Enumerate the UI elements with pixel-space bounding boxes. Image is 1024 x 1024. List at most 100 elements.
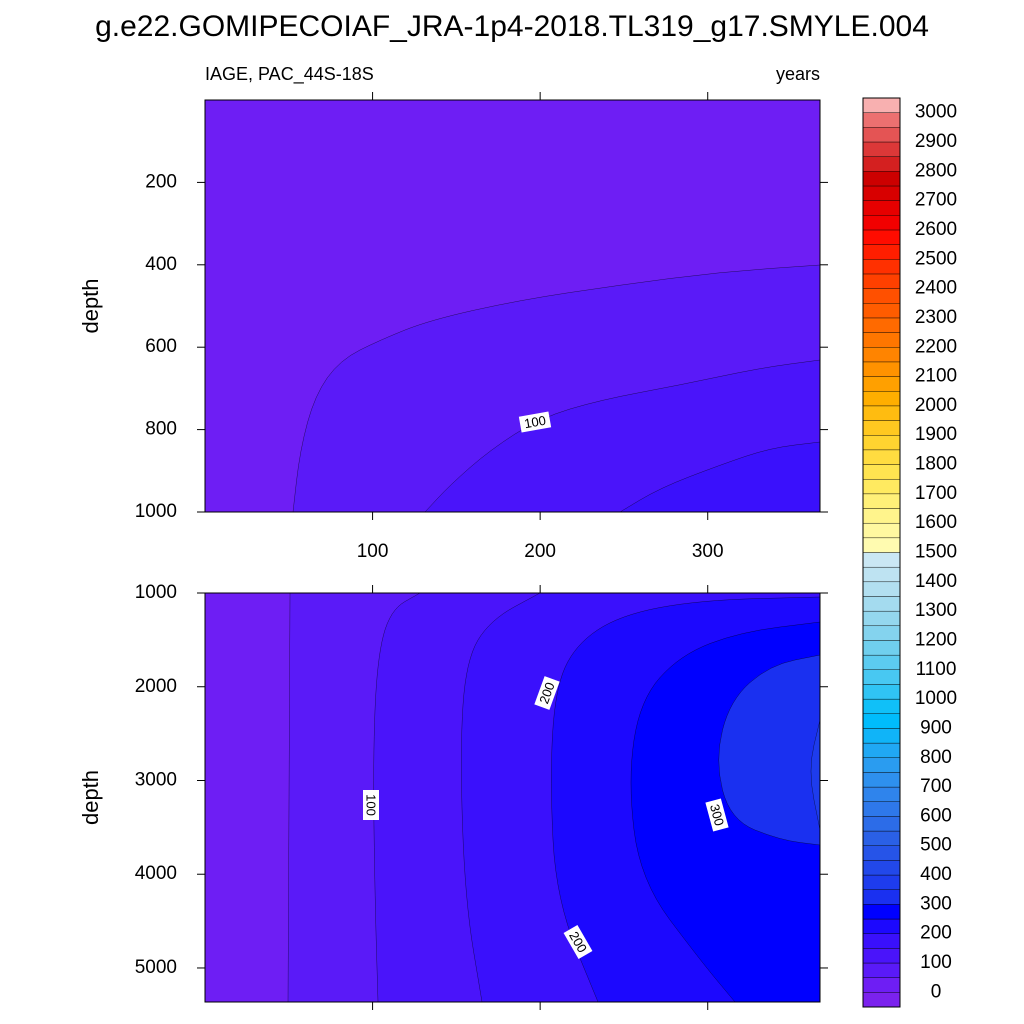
left-subtitle: IAGE, PAC_44S-18S — [205, 64, 374, 85]
colorbar-label: 0 — [931, 981, 942, 1002]
colorbar-box — [862, 288, 901, 304]
colorbar-box — [862, 713, 901, 729]
colorbar-label: 2200 — [915, 336, 957, 357]
plot-frame — [204, 592, 821, 1003]
colorbar-box — [862, 273, 901, 289]
colorbar-box — [862, 669, 901, 685]
colorbar-label: 500 — [920, 835, 952, 856]
colorbar-box — [862, 156, 901, 172]
contour-line — [810, 719, 821, 831]
colorbar-box — [862, 361, 901, 377]
colorbar-label: 1800 — [915, 454, 957, 475]
colorbar-box — [862, 420, 901, 436]
contour-label: 200 — [534, 676, 560, 710]
contour-label-text: 300 — [707, 803, 727, 828]
colorbar-label: 800 — [920, 747, 952, 768]
contour-fill — [811, 720, 820, 830]
colorbar-box — [862, 478, 901, 495]
y-tick-label: 3000 — [135, 770, 177, 791]
colorbar-box — [862, 698, 901, 714]
contour-label-box — [518, 411, 552, 433]
colorbar-box — [862, 464, 901, 480]
colorbar-box — [862, 522, 901, 539]
contour-label-text: 100 — [523, 413, 547, 432]
contour-line — [630, 621, 821, 1003]
colorbar-box — [862, 874, 901, 890]
contour-line — [619, 441, 821, 513]
x-tick-label: 300 — [692, 541, 724, 562]
colorbar-box — [862, 391, 901, 407]
contour-panel: 100 200 400 600 800 1000 100 200 300 depth — [78, 92, 828, 562]
colorbar-label: 2000 — [915, 395, 957, 416]
colorbar-label: 200 — [920, 923, 952, 944]
colorbar-label: 1600 — [915, 512, 957, 533]
colorbar-box — [862, 244, 901, 260]
colorbar-box — [862, 845, 901, 861]
colorbar-box — [862, 303, 901, 319]
contour-line — [461, 592, 541, 1003]
colorbar-box — [862, 229, 901, 245]
colorbar-box — [862, 347, 901, 363]
colorbar-box — [862, 97, 901, 113]
colorbar-box — [862, 830, 901, 846]
colorbar-box — [862, 816, 901, 832]
colorbar-box — [862, 449, 901, 465]
colorbar-label: 2300 — [915, 307, 957, 328]
colorbar-label: 2800 — [915, 160, 957, 181]
colorbar-label: 2700 — [915, 190, 957, 211]
colorbar-box — [862, 977, 901, 993]
contour-fill — [620, 442, 820, 512]
colorbar-label: 100 — [920, 952, 952, 973]
colorbar-box — [862, 918, 901, 934]
colorbar-box — [862, 610, 901, 627]
contour-line — [424, 359, 821, 513]
contour-label-box — [563, 925, 593, 959]
colorbar-label: 2100 — [915, 366, 957, 387]
colorbar-box — [862, 405, 901, 421]
y-tick-label: 400 — [145, 254, 177, 275]
colorbar-label: 1900 — [915, 424, 957, 445]
colorbar-label: 1200 — [915, 629, 957, 650]
colorbar-label: 700 — [920, 776, 952, 797]
colorbar-label: 1400 — [915, 571, 957, 592]
contour-label: 100 — [363, 790, 379, 820]
colorbar-box — [862, 640, 901, 656]
y-axis-label: depth — [78, 770, 103, 825]
contour-fill — [718, 655, 820, 845]
colorbar-box — [862, 625, 901, 641]
colorbar-label: 300 — [920, 893, 952, 914]
colorbar-box — [862, 992, 901, 1008]
contour-line — [292, 264, 821, 513]
colorbar-box — [862, 581, 901, 597]
y-tick-label: 200 — [145, 171, 177, 192]
x-tick-label: 100 — [357, 541, 389, 562]
x-tick-label: 200 — [524, 541, 556, 562]
colorbar-box — [862, 566, 901, 583]
y-tick-label: 1000 — [135, 501, 177, 522]
colorbar-box — [862, 552, 901, 568]
contour-line — [373, 592, 421, 1003]
colorbar-box — [862, 508, 901, 524]
colorbar-box — [862, 962, 901, 978]
colorbar-box — [862, 786, 901, 802]
colorbar-box — [862, 948, 901, 964]
colorbar-box — [862, 684, 901, 700]
colorbar-box — [862, 728, 901, 744]
colorbar-box — [862, 435, 901, 451]
colorbar-box — [862, 742, 901, 758]
contour-line — [718, 654, 821, 846]
colorbar-label: 1700 — [915, 483, 957, 504]
colorbar-box — [862, 537, 901, 553]
y-tick-label: 1000 — [135, 582, 177, 603]
y-axis-label: depth — [78, 278, 103, 333]
y-tick-label: 2000 — [135, 676, 177, 697]
chart-title: g.e22.GOMIPECOIAF_JRA-1p4-2018.TL319_g17… — [95, 10, 929, 43]
colorbar-label: 2900 — [915, 131, 957, 152]
colorbar-box — [862, 889, 901, 905]
colorbar-box — [862, 141, 901, 157]
contour-label-box — [705, 798, 729, 832]
colorbar-label: 2500 — [915, 248, 957, 269]
colorbar-box — [862, 801, 901, 817]
